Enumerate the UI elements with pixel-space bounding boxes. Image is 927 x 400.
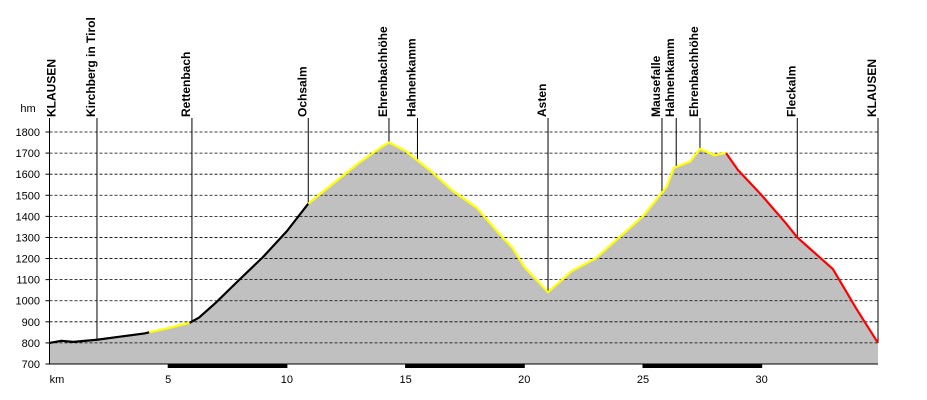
profile-line <box>49 331 150 344</box>
y-tick-label: 800 <box>22 338 40 350</box>
profile-area <box>49 142 878 364</box>
waypoint-label: Hahnenkamm <box>663 38 677 117</box>
x-tick-label: 25 <box>637 374 649 386</box>
waypoint-label: Ehrenbachhöhe <box>687 26 701 117</box>
y-tick-label: 1800 <box>16 127 40 139</box>
profile-line <box>148 321 190 334</box>
x-tick-label: 30 <box>756 374 768 386</box>
waypoint-label: Ehrenbachhöhe <box>376 26 390 117</box>
profile-line <box>725 152 879 344</box>
y-tick-label: 1300 <box>16 232 40 244</box>
x-unit: km <box>50 374 65 386</box>
waypoint-label: Mausefalle <box>649 55 663 117</box>
y-tick-label: 1700 <box>16 148 40 160</box>
waypoint-label: Asten <box>535 84 549 117</box>
x-tick-label: 20 <box>518 374 530 386</box>
scale-bar <box>168 364 287 368</box>
x-tick-label: 15 <box>399 374 411 386</box>
profile-line <box>307 141 727 294</box>
x-tick-label: 10 <box>281 374 293 386</box>
scale-bar <box>405 364 525 368</box>
y-tick-label: 1400 <box>16 211 40 223</box>
waypoint-label: KLAUSEN <box>45 59 59 117</box>
profile-line <box>189 203 310 324</box>
scale-bar <box>642 364 762 368</box>
x-tick-label: 5 <box>165 374 171 386</box>
y-tick-label: 1500 <box>16 190 40 202</box>
waypoint-label: Hahnenkamm <box>404 38 418 117</box>
waypoint-label: Fleckalm <box>784 66 798 117</box>
waypoint-label: Rettenbach <box>179 52 193 117</box>
y-unit: hm <box>20 103 35 115</box>
y-tick-label: 1100 <box>16 275 40 287</box>
waypoint-label: KLAUSEN <box>865 59 879 117</box>
y-tick-label: 1000 <box>16 296 40 308</box>
y-tick-label: 900 <box>22 317 40 329</box>
y-tick-label: 700 <box>22 359 40 371</box>
waypoint-label: Kirchberg in Tirol <box>84 17 98 117</box>
y-tick-label: 1200 <box>16 254 40 266</box>
y-tick-label: 1600 <box>16 169 40 181</box>
waypoint-label: Ochsalm <box>295 66 309 117</box>
